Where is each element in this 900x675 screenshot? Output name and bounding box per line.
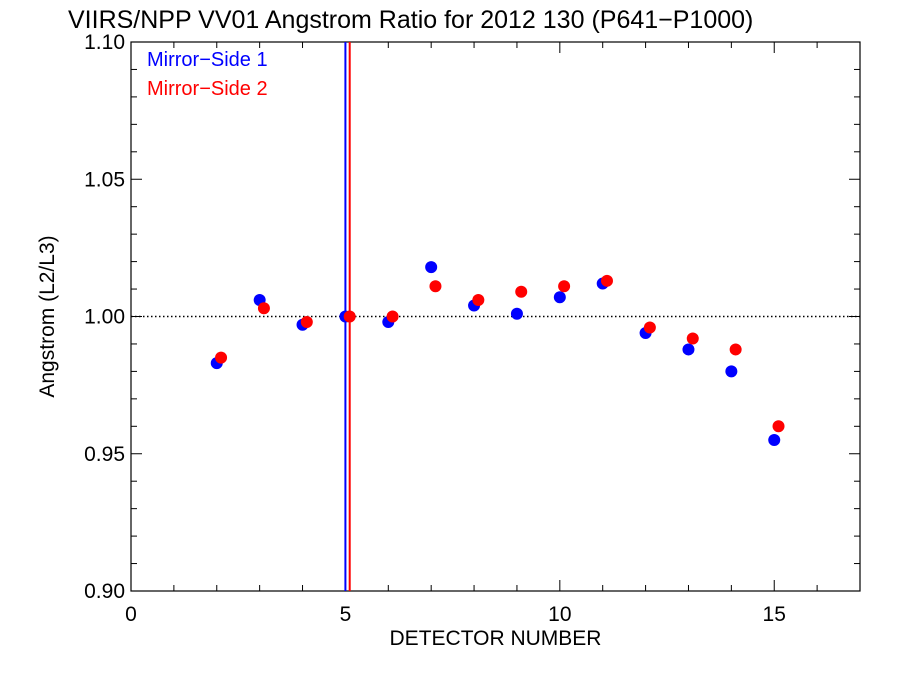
data-point-series-1: [725, 365, 738, 378]
data-point-series-2: [643, 321, 656, 334]
y-tick-label: 1.00: [84, 306, 125, 329]
data-point-series-2: [472, 294, 485, 307]
x-tick-label: 10: [548, 603, 571, 626]
data-point-series-2: [515, 285, 528, 298]
data-point-series-1: [768, 434, 781, 447]
legend-entry-mirror-side-2: Mirror−Side 2: [147, 78, 268, 100]
legend-entry-mirror-side-1: Mirror−Side 1: [147, 49, 268, 71]
x-tick-label: 0: [125, 603, 137, 626]
x-tick-label: 5: [340, 603, 352, 626]
data-point-series-2: [257, 302, 270, 315]
y-tick-label: 1.10: [84, 31, 125, 54]
data-point-series-2: [686, 332, 699, 345]
data-point-series-1: [682, 343, 695, 356]
y-tick-label: 0.90: [84, 580, 125, 603]
data-point-series-2: [343, 310, 356, 323]
data-point-series-2: [300, 315, 313, 328]
x-tick-label: 15: [763, 603, 786, 626]
data-point-series-2: [772, 420, 785, 433]
data-point-series-2: [600, 274, 613, 287]
data-point-series-2: [429, 280, 442, 293]
data-point-series-2: [386, 310, 399, 323]
y-tick-label: 0.95: [84, 443, 125, 466]
legend: Mirror−Side 1 Mirror−Side 2: [147, 49, 268, 100]
data-point-series-2: [729, 343, 742, 356]
data-point-series-1: [425, 261, 438, 274]
data-point-series-1: [510, 307, 523, 320]
data-point-series-2: [558, 280, 571, 293]
plot-area: 0 5 10 15 0.90 0.95 1.00 1.05 1.10: [84, 31, 861, 626]
data-point-series-1: [553, 291, 566, 304]
y-tick-label: 1.05: [84, 168, 125, 191]
data-point-series-2: [215, 351, 228, 364]
y-axis-title: Angstrom (L2/L3): [36, 235, 59, 397]
chart-title: VIIRS/NPP VV01 Angstrom Ratio for 2012 1…: [68, 6, 753, 34]
x-axis-title: DETECTOR NUMBER: [390, 627, 602, 650]
